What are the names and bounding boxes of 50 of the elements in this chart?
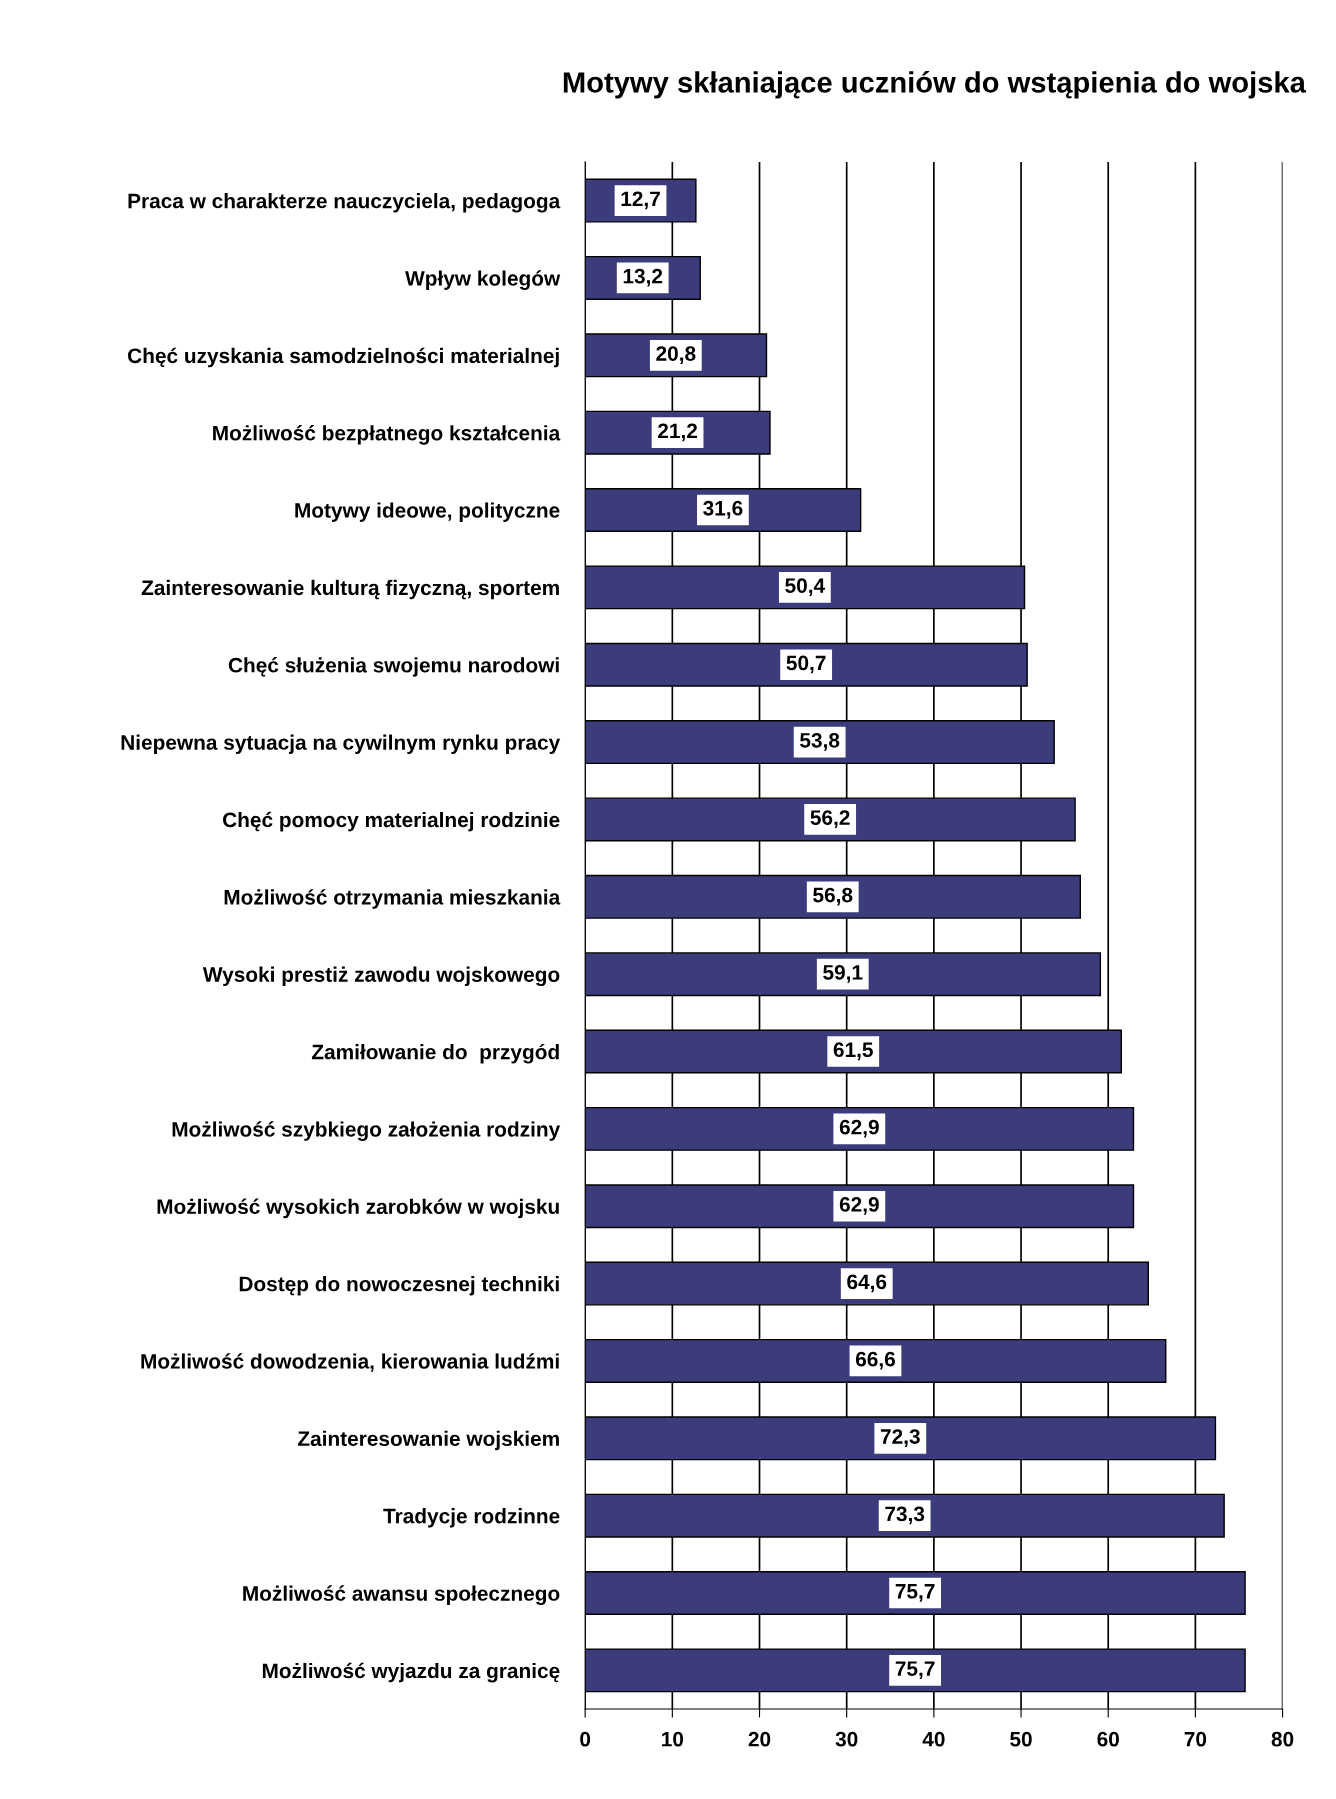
y-tick-label: Chęć uzyskania samodzielności materialnej xyxy=(128,347,559,368)
data-label: 20,8 xyxy=(656,346,696,364)
x-tick-label: 60 xyxy=(1097,1731,1119,1747)
data-label: 50,4 xyxy=(785,578,826,596)
data-label: 12,7 xyxy=(621,191,660,210)
y-tick-label: Możliwość wysokich zarobków w wojsku xyxy=(157,1198,559,1219)
y-tick-label: Możliwość wyjazdu za granicę xyxy=(262,1662,560,1683)
y-tick-label: Wysoki prestiż zawodu wojskowego xyxy=(202,966,560,987)
data-label: 62,9 xyxy=(839,1119,879,1138)
data-label: 59,1 xyxy=(823,965,863,983)
data-label: 56,2 xyxy=(810,810,850,829)
data-label: 56,8 xyxy=(813,887,853,906)
x-tick-label: 0 xyxy=(580,1731,591,1747)
data-label: 75,7 xyxy=(895,1661,935,1679)
data-label: 62,9 xyxy=(839,1197,879,1215)
x-tick-label: 50 xyxy=(1010,1731,1032,1747)
y-tick-label: Zainteresowanie wojskiem xyxy=(297,1430,559,1451)
y-tick-label: Motywy ideowe, polityczne xyxy=(295,502,560,522)
data-label: 21,2 xyxy=(658,423,698,442)
x-tick-label: 70 xyxy=(1184,1731,1207,1747)
y-tick-label: Chęć służenia swojemu narodowi xyxy=(228,657,559,677)
y-tick-label: Niepewna sytuacja na cywilnym rynku pracy xyxy=(121,734,561,754)
y-tick-label: Wpływ kolegów xyxy=(405,270,561,290)
data-label: 53,8 xyxy=(800,732,840,751)
y-tick-label: Możliwość bezpłatnego kształcenia xyxy=(213,425,561,445)
data-label: 72,3 xyxy=(880,1429,920,1447)
x-tick-label: 20 xyxy=(748,1731,771,1747)
y-tick-label: Dostęp do nowoczesnej techniki xyxy=(239,1276,559,1296)
data-label: 61,5 xyxy=(833,1042,873,1061)
data-label: 13,2 xyxy=(623,268,663,287)
x-tick-label: 80 xyxy=(1271,1731,1294,1747)
data-label: 31,6 xyxy=(703,500,743,519)
y-tick-label: Możliwość szybkiego założenia rodziny xyxy=(172,1121,561,1141)
y-tick-label: Praca w charakterze nauczyciela, pedagoga xyxy=(128,193,561,213)
y-tick-label: Zamiłowanie do przygód xyxy=(311,1043,559,1064)
chart-title: Motywy skłaniające uczniów do wstąpienia do wojska xyxy=(563,71,1307,99)
data-label: 50,7 xyxy=(786,655,826,674)
y-tick-label: Możliwość otrzymania mieszkania xyxy=(224,889,561,909)
x-tick-label: 30 xyxy=(835,1731,858,1747)
y-tick-label: Tradycje rodzinne xyxy=(383,1508,560,1528)
data-label: 64,6 xyxy=(847,1274,887,1293)
x-tick-label: 10 xyxy=(662,1731,684,1747)
data-label: 66,6 xyxy=(855,1351,895,1370)
data-label: 75,7 xyxy=(895,1584,935,1602)
y-tick-label: Chęć pomocy materialnej rodzinie xyxy=(222,811,560,832)
x-tick-label: 40 xyxy=(922,1731,945,1747)
y-tick-label: Możliwość dowodzenia, kierowania ludźmi xyxy=(141,1353,559,1372)
data-label: 73,3 xyxy=(885,1506,925,1525)
y-tick-label: Zainteresowanie kulturą fizyczną, sportem xyxy=(141,579,559,600)
y-tick-label: Możliwość awansu społecznego xyxy=(243,1585,560,1606)
